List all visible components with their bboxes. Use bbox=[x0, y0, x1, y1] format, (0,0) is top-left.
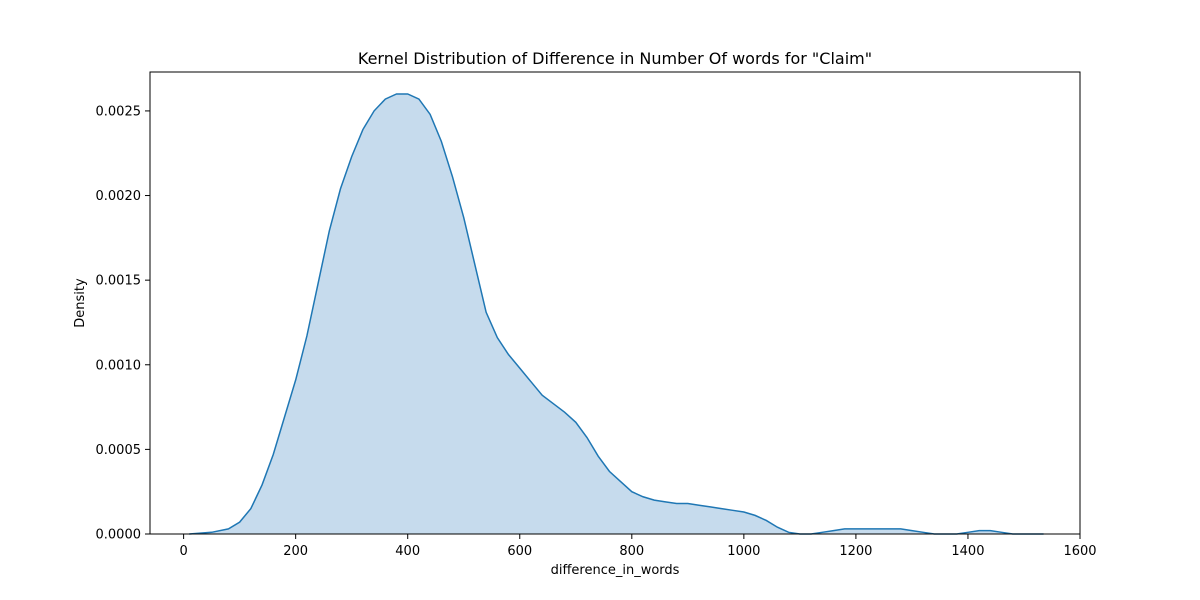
y-axis-label: Density bbox=[73, 278, 88, 328]
x-tick-label: 600 bbox=[507, 544, 532, 559]
y-tick-label: 0.0000 bbox=[96, 528, 142, 543]
x-tick-label: 200 bbox=[283, 544, 308, 559]
y-tick-label: 0.0020 bbox=[96, 189, 142, 204]
chart-title: Kernel Distribution of Difference in Num… bbox=[358, 49, 872, 68]
y-tick-label: 0.0010 bbox=[96, 358, 142, 373]
plot-area bbox=[189, 93, 1044, 535]
x-tick-label: 400 bbox=[395, 544, 420, 559]
y-axis-ticks: 0.0000 0.0005 0.0010 0.0015 0.0020 0.0025 bbox=[96, 104, 150, 543]
x-axis-ticks: 0 200 400 600 800 1000 1200 1400 1600 bbox=[179, 534, 1097, 559]
x-tick-label: 0 bbox=[179, 544, 187, 559]
x-tick-label: 1000 bbox=[727, 544, 760, 559]
y-tick-label: 0.0015 bbox=[96, 274, 142, 289]
x-tick-label: 1400 bbox=[951, 544, 984, 559]
y-tick-label: 0.0025 bbox=[96, 104, 142, 119]
x-axis-label: difference_in_words bbox=[551, 563, 680, 578]
y-tick-label: 0.0005 bbox=[96, 443, 142, 458]
density-curve bbox=[189, 93, 1044, 535]
x-tick-label: 1600 bbox=[1063, 544, 1096, 559]
density-fill-area bbox=[189, 94, 1044, 534]
x-tick-label: 1200 bbox=[839, 544, 872, 559]
axes-frame bbox=[149, 71, 1081, 535]
x-tick-label: 800 bbox=[619, 544, 644, 559]
